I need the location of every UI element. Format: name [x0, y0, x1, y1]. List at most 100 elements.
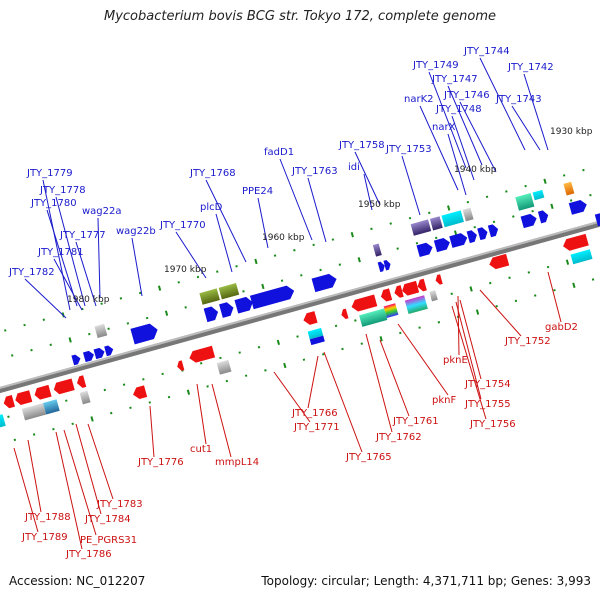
scale-tick: [52, 427, 55, 431]
gene-arrow-forward: [377, 261, 385, 273]
scale-tick: [354, 319, 357, 322]
reverse-genes: [0, 233, 593, 431]
scale-tick: [370, 227, 373, 231]
reverse-gene-label: JTY_1765: [346, 452, 392, 463]
forward-gene-label: JTY_1749: [413, 60, 459, 71]
scale-tick: [13, 438, 17, 442]
scale-tick: [122, 383, 126, 386]
scale-tick: [562, 174, 566, 177]
tick-rows: [4, 168, 595, 442]
scale-tick: [142, 378, 145, 381]
scale-tick: [42, 318, 46, 321]
scale-tick: [489, 281, 492, 285]
forward-gene-label: JTY_1779: [27, 168, 73, 179]
reverse-gene-label: JTY_1754: [465, 379, 511, 390]
scale-tick: [300, 274, 303, 277]
scale-tick: [164, 310, 169, 316]
scale-tick: [88, 332, 91, 336]
label-leaders: [13, 57, 562, 550]
scale-tick: [206, 385, 209, 388]
scale-tick: [4, 329, 7, 332]
gene-arrow-forward: [537, 210, 549, 224]
leader-line: [97, 217, 101, 299]
scale-tick: [280, 279, 284, 282]
scale-tick: [428, 211, 431, 215]
forward-gene-label: JTY_1763: [292, 166, 338, 177]
scale-tick: [495, 304, 498, 308]
gene-block-mixed: [383, 303, 399, 319]
scale-tick: [319, 268, 322, 272]
gene-arrow-reverse: [177, 360, 185, 371]
leader-line: [419, 105, 459, 191]
scale-tick: [546, 265, 550, 269]
forward-gene-label: JTY_1753: [386, 144, 432, 155]
scale-tick: [242, 290, 245, 293]
gene-block-teal: [359, 308, 388, 327]
gene-arrow-forward: [433, 237, 450, 253]
gene-block-cyan: [532, 189, 545, 201]
gene-arrow-reverse: [3, 395, 15, 409]
gene-arrow-forward: [594, 212, 600, 227]
scale-tick: [7, 415, 10, 418]
leader-line: [279, 158, 313, 241]
gene-block-dark: [429, 216, 443, 231]
scale-tick: [199, 362, 203, 365]
forward-gene-label: JTY_1747: [432, 74, 478, 85]
scale-tick: [293, 249, 296, 252]
gene-arrow-forward: [104, 345, 114, 357]
forward-gene-label: JTY_1746: [444, 90, 490, 101]
scale-tick: [569, 199, 573, 202]
gene-block-grey: [21, 402, 47, 421]
leader-line: [13, 447, 39, 533]
genome-summary-text: Topology: circular; Length: 4,371,711 bp…: [261, 574, 591, 588]
scale-tick: [434, 236, 438, 240]
gene-arrow-reverse: [402, 280, 420, 296]
scale-tick: [447, 205, 451, 211]
scale-tick: [485, 195, 489, 199]
scale-tick: [591, 278, 595, 281]
gene-block-blue: [307, 327, 324, 340]
forward-gene-label: JTY_1768: [190, 168, 236, 179]
scale-tick: [100, 302, 103, 305]
reverse-gene-label: JTY_1786: [66, 549, 112, 560]
scale-tick: [589, 193, 592, 197]
gene-arrow-forward: [383, 260, 391, 271]
scale-tick: [138, 291, 142, 295]
scale-tick: [261, 283, 265, 290]
scale-tick: [184, 306, 187, 309]
gene-arrow-forward: [203, 306, 219, 323]
reverse-gene-label: JTY_1755: [465, 399, 511, 410]
leader-line: [205, 179, 247, 263]
scale-tick: [450, 292, 453, 296]
reverse-gene-label: cut1: [190, 444, 213, 455]
leader-line: [479, 57, 526, 151]
scale-tick: [527, 271, 531, 274]
scale-tick: [216, 270, 219, 273]
scale-tick: [524, 184, 527, 188]
gene-arrow-forward: [568, 200, 587, 215]
forward-gene-label: JTY_1770: [160, 220, 206, 231]
reverse-gene-label: JTY_1752: [505, 336, 551, 347]
leader-line: [87, 423, 114, 500]
scale-tick: [312, 243, 315, 247]
leader-line: [455, 301, 482, 400]
gene-block-grey: [94, 323, 108, 339]
reverse-gene-label: pknF: [432, 395, 457, 406]
scale-tick: [415, 242, 419, 245]
gene-block-orange: [563, 181, 575, 196]
scale-tick: [235, 265, 238, 268]
reverse-gene-label: JTY_1776: [138, 457, 184, 468]
leader-line: [131, 237, 143, 297]
leader-line: [63, 429, 97, 536]
gene-arrow-forward: [71, 354, 81, 366]
scale-tick: [514, 299, 518, 303]
scale-tick: [466, 200, 470, 204]
gene-block-blue: [372, 243, 382, 257]
gene-arrow-forward: [219, 302, 234, 318]
scale-tick: [65, 399, 68, 402]
gene-arrow-forward: [477, 227, 488, 241]
leader-line: [401, 155, 421, 216]
gene-block-dark: [410, 219, 432, 236]
